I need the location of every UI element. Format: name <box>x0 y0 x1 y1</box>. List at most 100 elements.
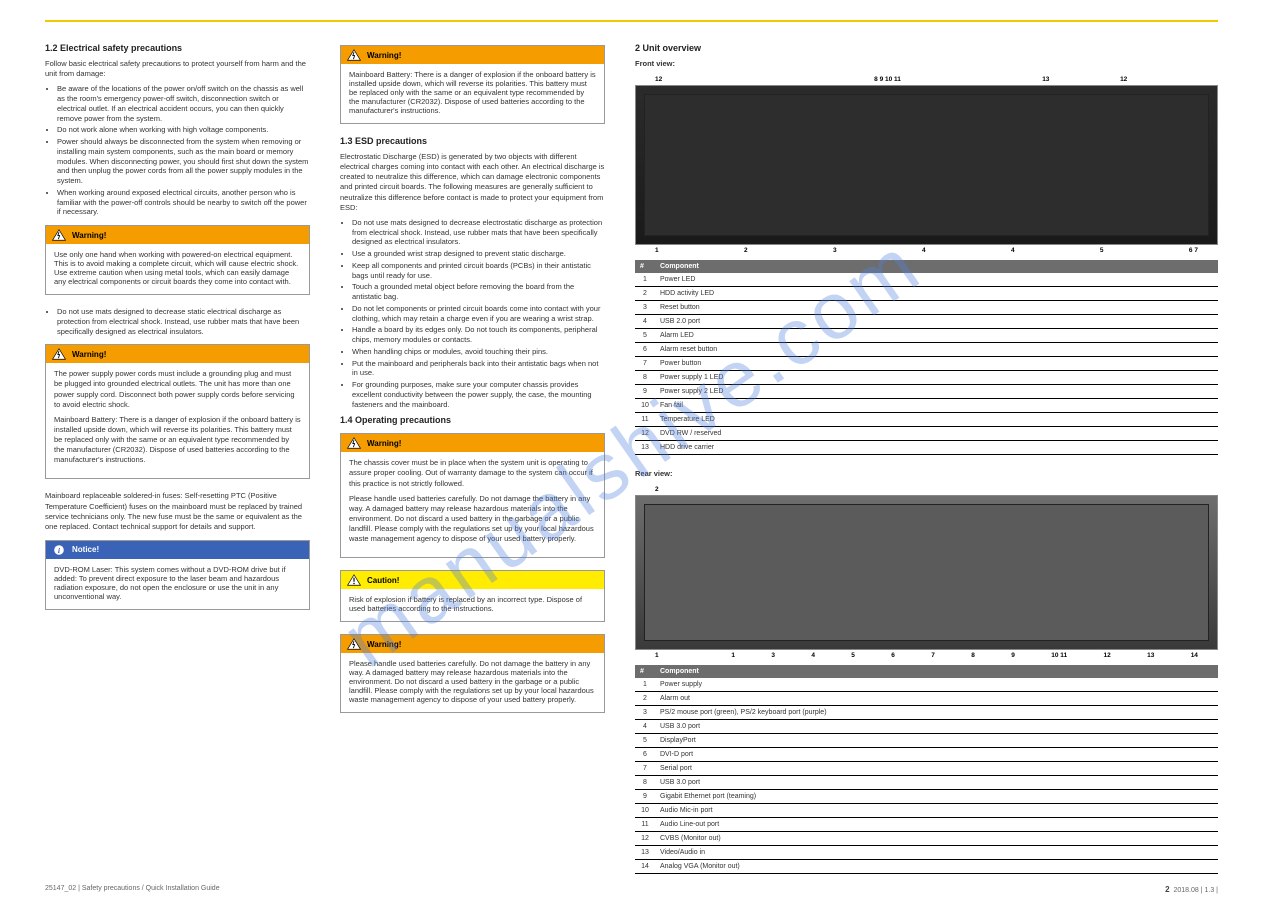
list-item: Handle a board by its edges only. Do not… <box>352 325 605 345</box>
alert-heading: Warning! <box>367 51 401 60</box>
row-label: USB 3.0 port <box>655 720 1218 734</box>
alert-warning-battery-top: Warning! Mainboard Battery: There is a d… <box>340 45 605 124</box>
row-label: Serial port <box>655 762 1218 776</box>
row-label: Power supply <box>655 678 1218 692</box>
warning-bolt-icon <box>347 437 361 449</box>
table-row: 7Serial port <box>635 762 1218 776</box>
row-number: 3 <box>635 301 655 315</box>
electrical-safety-list-b: Do not use mats designed to decrease sta… <box>45 307 310 336</box>
callout-num: 4 <box>922 247 926 254</box>
row-label: Power LED <box>655 273 1218 287</box>
alert-heading: Warning! <box>367 439 401 448</box>
row-label: Alarm reset button <box>655 343 1218 357</box>
warning-bolt-icon <box>52 348 66 360</box>
callout-num: 2 <box>744 247 748 254</box>
row-number: 8 <box>635 776 655 790</box>
esd-list: Do not use mats designed to decrease ele… <box>340 218 605 410</box>
column-2: Warning! Mainboard Battery: There is a d… <box>340 37 605 874</box>
list-item: For grounding purposes, make sure your c… <box>352 380 605 409</box>
alert-body: Please handle used batteries carefully. … <box>341 653 604 712</box>
table-row: 10Fan fail <box>635 399 1218 413</box>
row-label: Gigabit Ethernet port (teaming) <box>655 790 1218 804</box>
callout-num: 5 <box>1100 247 1104 254</box>
table-row: 6DVI-D port <box>635 748 1218 762</box>
row-label: Temperature LED <box>655 413 1218 427</box>
list-item: Do not let components or printed circuit… <box>352 304 605 324</box>
list-item: Touch a grounded metal object before rem… <box>352 282 605 302</box>
table-row: 3Reset button <box>635 301 1218 315</box>
callout-num: 8 <box>971 652 975 659</box>
callout-num: 1 <box>655 247 659 254</box>
front-components-table: # Component 1Power LED2HDD activity LED3… <box>635 260 1218 455</box>
intro-paragraph: Follow basic electrical safety precautio… <box>45 59 310 79</box>
list-item: Do not use mats designed to decrease sta… <box>57 307 310 336</box>
callout-num: 6 <box>891 652 895 659</box>
table-row: 9Gigabit Ethernet port (teaming) <box>635 790 1218 804</box>
row-number: 13 <box>635 846 655 860</box>
info-icon: i <box>52 544 66 556</box>
row-label: HDD activity LED <box>655 287 1218 301</box>
warning-bolt-icon <box>347 638 361 650</box>
alert-warning-tools: Warning! Use only one hand when working … <box>45 225 310 295</box>
table-row: 8USB 3.0 port <box>635 776 1218 790</box>
row-label: DVI-D port <box>655 748 1218 762</box>
table-row: 6Alarm reset button <box>635 343 1218 357</box>
alert-warning-cover: Warning! The chassis cover must be in pl… <box>340 433 605 558</box>
row-number: 2 <box>635 692 655 706</box>
table-row: 10Audio Mic-in port <box>635 804 1218 818</box>
row-number: 9 <box>635 385 655 399</box>
callout-num: 7 <box>931 652 935 659</box>
table-row: 3PS/2 mouse port (green), PS/2 keyboard … <box>635 706 1218 720</box>
table-header: # <box>635 665 655 678</box>
row-number: 6 <box>635 748 655 762</box>
row-number: 11 <box>635 818 655 832</box>
section-heading-overview: 2 Unit overview <box>635 43 1218 53</box>
alert-body: The chassis cover must be in place when … <box>349 458 596 488</box>
section-heading-electrical: 1.2 Electrical safety precautions <box>45 43 310 53</box>
section-heading-esd: 1.3 ESD precautions <box>340 136 605 146</box>
row-label: CVBS (Monitor out) <box>655 832 1218 846</box>
row-label: PS/2 mouse port (green), PS/2 keyboard p… <box>655 706 1218 720</box>
front-callouts-top: 12 8 9 10 11 13 12 <box>635 74 1218 85</box>
callout-num: 14 <box>1191 652 1198 659</box>
electrical-safety-list-a: Be aware of the locations of the power o… <box>45 84 310 217</box>
esd-paragraph: Electrostatic Discharge (ESD) is generat… <box>340 152 605 213</box>
callout-num: 4 <box>811 652 815 659</box>
alert-body: Mainboard Battery: There is a danger of … <box>341 64 604 123</box>
table-row: 14Analog VGA (Monitor out) <box>635 860 1218 874</box>
row-number: 5 <box>635 329 655 343</box>
rear-components-table: # Component 1Power supply2Alarm out3PS/2… <box>635 665 1218 874</box>
rear-photo <box>635 495 1218 650</box>
table-row: 1Power LED <box>635 273 1218 287</box>
callout-num: 6 7 <box>1189 247 1198 254</box>
callout-num: 12 <box>1120 76 1127 83</box>
row-number: 10 <box>635 804 655 818</box>
row-label: Power supply 2 LED <box>655 385 1218 399</box>
row-number: 1 <box>635 273 655 287</box>
table-row: 9Power supply 2 LED <box>635 385 1218 399</box>
table-header: Component <box>655 665 1218 678</box>
rear-callouts-bottom: 1 1 3 4 5 6 7 8 9 10 11 12 13 14 <box>635 650 1218 659</box>
row-label: Audio Line-out port <box>655 818 1218 832</box>
alert-heading: Warning! <box>72 350 106 359</box>
table-row: 5Alarm LED <box>635 329 1218 343</box>
list-item: When working around exposed electrical c… <box>57 188 310 217</box>
row-number: 1 <box>635 678 655 692</box>
row-label: HDD drive carrier <box>655 441 1218 455</box>
table-row: 11Temperature LED <box>635 413 1218 427</box>
table-row: 5DisplayPort <box>635 734 1218 748</box>
alert-heading: Warning! <box>367 640 401 649</box>
list-item: Do not use mats designed to decrease ele… <box>352 218 605 247</box>
alert-sub-body: Mainboard Battery: There is a danger of … <box>54 415 301 466</box>
callout-num: 3 <box>833 247 837 254</box>
alert-notice-dvdrom: i Notice! DVD-ROM Laser: This system com… <box>45 540 310 610</box>
table-row: 7Power button <box>635 357 1218 371</box>
table-row: 13Video/Audio in <box>635 846 1218 860</box>
callout-num: 5 <box>851 652 855 659</box>
row-number: 4 <box>635 720 655 734</box>
callout-num: 13 <box>1042 76 1049 83</box>
row-label: Alarm LED <box>655 329 1218 343</box>
alert-heading: Warning! <box>72 231 106 240</box>
alert-heading: Notice! <box>72 545 99 554</box>
table-row: 8Power supply 1 LED <box>635 371 1218 385</box>
